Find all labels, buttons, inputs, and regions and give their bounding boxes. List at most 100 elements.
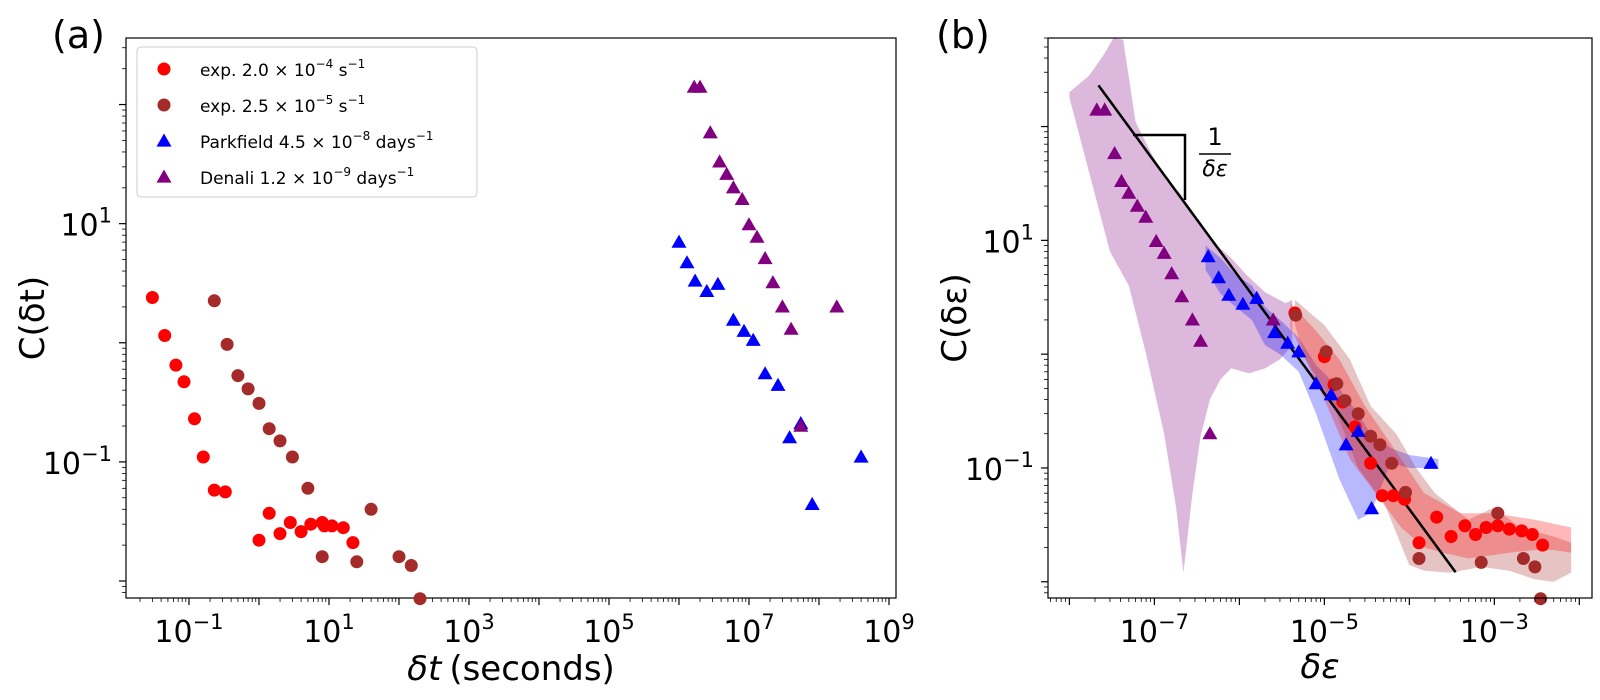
- point-2: [1338, 394, 1352, 408]
- point-4: [783, 321, 799, 335]
- point-2: [301, 481, 315, 495]
- x-tick-label-exp: −7: [1158, 610, 1189, 634]
- point-1: [1386, 489, 1400, 503]
- point-4: [749, 229, 765, 243]
- point-3: [1364, 501, 1380, 515]
- point-2: [231, 369, 245, 383]
- point-3: [853, 449, 869, 463]
- point-1: [177, 375, 191, 389]
- point-2: [241, 382, 255, 396]
- x-tick-label: 10−1: [154, 610, 223, 650]
- x-tick-label-base: 10: [154, 615, 192, 650]
- envelope-band-3: [1294, 299, 1572, 582]
- legend-prefix: Denali 1.2 × 10: [200, 169, 333, 189]
- point-3: [1221, 287, 1237, 301]
- x-tick-label-base: 10: [1460, 615, 1498, 650]
- x-tick-label: 107: [723, 610, 775, 650]
- point-2: [1516, 552, 1530, 565]
- legend-entry-4: Denali 1.2 × 10−9 days−1: [200, 165, 414, 189]
- point-4: [692, 79, 708, 93]
- panel-a-ylabel: C(δt): [13, 276, 53, 360]
- panel-b-envelopes: [1069, 38, 1572, 582]
- point-1: [1458, 519, 1472, 533]
- slope-denominator: δε: [1202, 157, 1227, 182]
- point-1: [145, 291, 159, 304]
- point-1: [1536, 538, 1550, 552]
- x-tick-label-base: 10: [1120, 615, 1158, 650]
- point-1: [158, 329, 172, 342]
- x-tick-label: 10−3: [1460, 610, 1529, 650]
- panel-a-xlabel-unit: (seconds): [449, 649, 615, 689]
- point-3: [671, 234, 687, 248]
- point-3: [1323, 387, 1339, 401]
- y-tick-label-exp: −1: [81, 442, 112, 466]
- panel-a-points: [145, 79, 869, 606]
- point-2: [1330, 377, 1344, 391]
- legend-entry-2: exp. 2.5 × 10−5 s−1: [200, 93, 365, 117]
- point-1: [1515, 524, 1529, 538]
- point-3: [736, 323, 752, 337]
- legend-prefix: exp. 2.0 × 10: [200, 61, 316, 81]
- x-tick-label-base: 10: [443, 615, 481, 650]
- legend-unit: days: [370, 133, 416, 153]
- point-4: [1202, 426, 1218, 440]
- point-3: [745, 332, 761, 346]
- point-2: [392, 550, 406, 564]
- point-3: [1249, 290, 1265, 304]
- point-3: [804, 496, 820, 510]
- point-3: [679, 255, 695, 269]
- point-1: [346, 536, 360, 550]
- point-4: [719, 166, 735, 180]
- x-tick-label-base: 10: [1290, 615, 1328, 650]
- point-1: [1525, 528, 1539, 541]
- point-3: [699, 283, 715, 297]
- point-3: [1350, 423, 1366, 437]
- point-1: [1491, 519, 1505, 533]
- legend-exp: −9: [333, 165, 351, 179]
- point-3: [757, 366, 773, 380]
- point-2: [262, 422, 276, 436]
- point-3: [725, 312, 741, 326]
- point-4: [1156, 245, 1172, 259]
- point-3: [710, 276, 726, 290]
- point-3: [1308, 376, 1324, 390]
- point-2: [350, 555, 364, 569]
- point-2: [285, 450, 299, 464]
- panel-a-xlabel: δt (seconds): [407, 649, 615, 689]
- panel-b-ylabel: C(δε): [935, 273, 975, 362]
- point-3: [1267, 325, 1283, 339]
- panel-a-label: (a): [52, 13, 105, 57]
- envelope-band-1: [1069, 38, 1293, 573]
- point-4: [1164, 266, 1180, 280]
- point-1: [188, 412, 201, 426]
- x-tick-label-base: 10: [723, 615, 761, 650]
- x-tick-label-exp: 1: [341, 610, 354, 634]
- point-1: [336, 521, 350, 535]
- legend-unit-exp: −1: [348, 93, 366, 107]
- point-3: [770, 377, 786, 391]
- point-2: [1319, 345, 1333, 359]
- legend-prefix: exp. 2.5 × 10: [200, 97, 316, 117]
- point-2: [1491, 506, 1505, 520]
- point-1: [1479, 521, 1493, 534]
- point-2: [1474, 555, 1488, 569]
- point-4: [1121, 185, 1137, 199]
- point-4: [1097, 102, 1113, 116]
- point-4: [765, 275, 781, 289]
- point-3: [1280, 335, 1296, 349]
- point-1: [304, 517, 318, 531]
- point-2: [1385, 456, 1399, 470]
- legend-exp: −8: [353, 129, 371, 143]
- point-2: [1528, 560, 1542, 574]
- slope-numerator: 1: [1207, 123, 1222, 151]
- legend-unit: s: [333, 61, 347, 81]
- point-2: [364, 502, 378, 516]
- point-4: [734, 191, 750, 205]
- point-4: [1184, 312, 1200, 326]
- point-3: [1338, 437, 1354, 451]
- point-1: [252, 533, 266, 547]
- legend-entry-1: exp. 2.0 × 10−4 s−1: [200, 57, 365, 81]
- point-2: [1351, 407, 1365, 421]
